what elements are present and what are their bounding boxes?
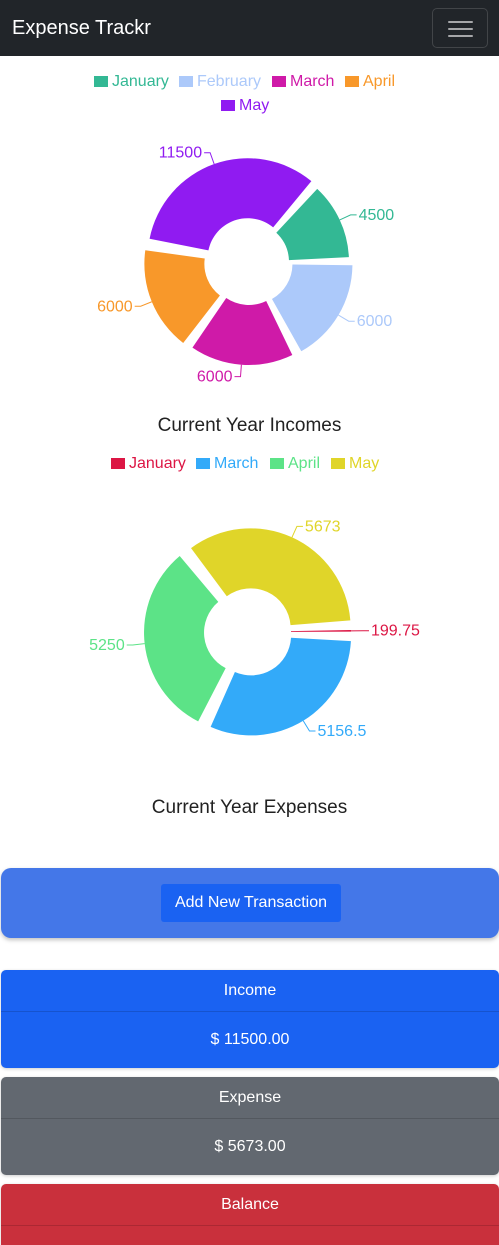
expense-legend-item-april[interactable]: April: [270, 454, 320, 474]
income-slice-may[interactable]: [149, 158, 312, 251]
income-leader-line: [204, 152, 215, 165]
expense-chart-title: Current Year Expenses: [151, 797, 348, 818]
balance-card: Balance: [1, 1184, 499, 1245]
legend-color-swatch: [111, 458, 125, 469]
income-legend-item-february[interactable]: February: [179, 72, 261, 92]
income-data-label: 6000: [97, 298, 133, 315]
legend-label: February: [197, 73, 262, 90]
expense-leader-line: [302, 720, 316, 732]
expense-data-label: 5250: [89, 637, 125, 654]
hamburger-icon-bar: [448, 35, 473, 37]
income-leader-line: [338, 314, 355, 322]
income-slice-march[interactable]: [192, 298, 293, 365]
income-data-label: 4500: [359, 207, 395, 224]
income-legend: January February March April May: [0, 72, 499, 116]
income-data-label: 6000: [357, 313, 393, 330]
expense-slice-january[interactable]: [290, 629, 351, 632]
hamburger-icon-bar: [448, 28, 473, 30]
legend-label: May: [349, 455, 380, 472]
income-card: Income $ 11500.00: [1, 970, 499, 1068]
expense-data-label: 199.75: [371, 623, 420, 640]
legend-label: May: [239, 97, 270, 114]
expense-leader-line: [126, 643, 145, 646]
income-legend-item-march[interactable]: March: [272, 72, 334, 92]
income-legend-item-april[interactable]: April: [345, 72, 395, 92]
expense-legend: January March April May: [0, 454, 499, 476]
income-leader-line: [234, 364, 242, 378]
legend-color-swatch: [270, 458, 284, 469]
income-card-value: $ 11500.00: [210, 1031, 290, 1048]
legend-color-swatch: [221, 100, 235, 111]
income-legend-item-january[interactable]: January: [94, 72, 169, 92]
legend-label: January: [129, 455, 186, 472]
legend-label: April: [363, 73, 396, 90]
legend-label: March: [290, 73, 335, 90]
balance-card-label: Balance: [1, 1184, 499, 1226]
expense-legend-item-march[interactable]: March: [196, 454, 258, 474]
legend-color-swatch: [272, 76, 286, 87]
expense-card-value: $ 5673.00: [214, 1138, 286, 1155]
add-transaction-button[interactable]: Add New Transaction: [161, 884, 341, 922]
legend-color-swatch: [331, 458, 345, 469]
income-slice-february[interactable]: [271, 264, 353, 352]
income-leader-line: [134, 301, 152, 307]
expense-card: Expense $ 5673.00: [1, 1077, 499, 1175]
income-slice-january[interactable]: [276, 188, 349, 261]
expense-slice-march[interactable]: [210, 637, 351, 736]
add-transaction-card: Add New Transaction: [1, 868, 499, 938]
expense-data-label: 5156.5: [317, 723, 366, 740]
income-donut-chart: 4500 6000 6000 6000 11500: [97, 145, 395, 386]
expense-legend-item-january[interactable]: January: [111, 454, 186, 474]
expense-legend-item-may[interactable]: May: [331, 454, 379, 474]
income-data-label: 6000: [197, 369, 233, 386]
hamburger-icon: [448, 21, 473, 23]
income-slice-april[interactable]: [144, 250, 220, 343]
expense-slice-may[interactable]: [191, 528, 351, 626]
legend-label: March: [214, 455, 259, 472]
expense-card-label: Expense: [1, 1077, 499, 1119]
expense-donut-chart: 199.75 5156.5 5250 5673: [89, 518, 420, 740]
legend-color-swatch: [345, 76, 359, 87]
legend-color-swatch: [179, 76, 193, 87]
legend-color-swatch: [196, 458, 210, 469]
income-chart-title: Current Year Incomes: [157, 415, 342, 436]
income-legend-item-may[interactable]: May: [221, 96, 269, 116]
legend-label: January: [112, 73, 169, 90]
navbar: Expense Trackr: [0, 0, 499, 56]
expense-slice-april[interactable]: [144, 555, 226, 722]
income-data-label: 11500: [159, 145, 202, 162]
balance-card-value: [1, 1226, 499, 1245]
app-brand[interactable]: Expense Trackr: [12, 17, 151, 39]
income-leader-line: [339, 214, 357, 221]
expense-data-label: 5673: [305, 518, 341, 535]
legend-color-swatch: [94, 76, 108, 87]
legend-label: April: [288, 455, 321, 472]
menu-toggle-button[interactable]: [432, 8, 488, 48]
income-card-label: Income: [1, 970, 499, 1012]
expense-leader-line: [291, 525, 303, 538]
